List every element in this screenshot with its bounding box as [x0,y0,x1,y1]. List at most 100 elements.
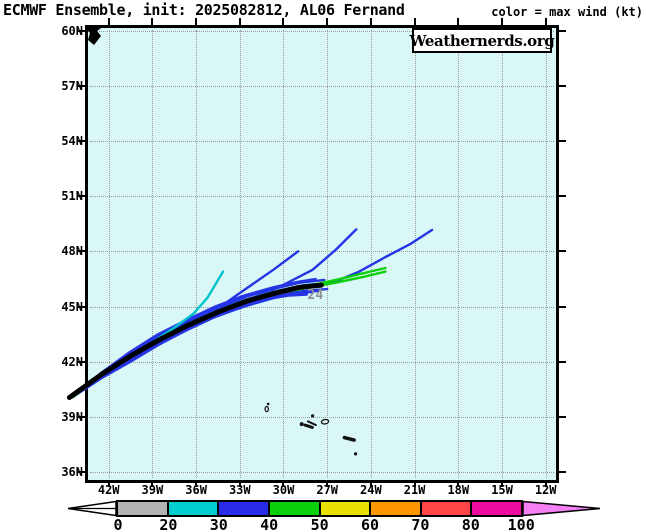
colorbar-tick-label: 30 [209,516,228,532]
colorbar-tick-label: 100 [507,516,535,532]
gridline-latitude [90,31,554,32]
lon-tick-top [282,18,285,25]
lon-tick-top [369,18,372,25]
gridline-longitude [370,30,372,478]
colorbar-caption: color = max wind (kt) [491,5,643,19]
lat-tick-right [559,140,566,143]
lat-tick-right [559,195,566,198]
gridline-latitude [90,196,554,198]
lat-tick-label: 42N [61,354,83,369]
colorbar-segment [269,502,321,515]
lon-tick-bottom [369,480,372,487]
colorbar-segment [168,502,220,515]
lon-tick-bottom [500,480,503,487]
lon-tick-top [107,18,110,25]
lon-tick-bottom [238,480,241,487]
lat-tick-left [78,140,85,143]
lat-tick-label: 60N [61,24,83,38]
lon-tick-label: 30W [272,483,295,497]
colorbar-tick-label: 40 [260,516,279,532]
colorbar-under-arrow [67,500,117,517]
lat-tick-left [78,470,85,473]
lon-tick-top [238,18,241,25]
lon-tick-top [413,18,416,25]
gridline-latitude [90,251,554,253]
gridline-latitude [90,471,554,473]
lon-tick-bottom [282,480,285,487]
gridline-longitude [152,30,154,478]
lon-tick-label: 39W [141,483,164,497]
chart-title: ECMWF Ensemble, init: 2025082812, AL06 F… [3,1,405,19]
colorbar-segment [118,502,169,515]
gridline-longitude [196,30,198,478]
colorbar-tick-label: 50 [310,516,329,532]
lat-tick-right [559,470,566,473]
lon-tick-label: 36W [185,483,207,497]
colorbar-tick-label: 0 [113,516,123,532]
lat-tick-label: 51N [61,189,83,204]
gridline-longitude [545,30,547,478]
colorbar-tick-label: 70 [411,516,430,532]
lon-tick-bottom [151,480,154,487]
gridline-longitude [283,30,285,478]
lat-tick-right [559,250,566,253]
colorbar-segment [371,502,422,515]
watermark-box: Weathernerds.org [410,28,555,53]
lon-tick-bottom [544,480,547,487]
lon-tick-bottom [195,480,198,487]
lat-tick-right [559,85,566,88]
gridline-longitude [327,30,329,478]
lon-tick-label: 33W [228,483,251,497]
lat-tick-left [78,30,85,32]
lon-tick-top [151,18,154,25]
lat-tick-left [78,85,85,88]
gridline-longitude [108,30,110,478]
colorbar-segment [219,502,270,515]
lat-tick-right [559,305,566,308]
gridline-latitude [90,141,554,143]
lon-tick-top [326,18,329,25]
lon-tick-label: 42W [97,483,120,497]
lon-tick-label: 27W [316,483,339,497]
lon-tick-top [500,18,503,25]
lat-tick-right [559,360,566,363]
colorbar-tick-label: 20 [159,516,178,532]
lat-tick-right [559,415,566,418]
lat-tick-right [559,30,566,32]
colorbar-segment [421,502,473,515]
map-area [85,25,559,483]
gridline-latitude [90,416,554,418]
colorbar-tick-label: 80 [461,516,480,532]
lon-tick-top [544,18,547,25]
lon-tick-bottom [457,480,460,487]
lat-tick-label: 54N [61,134,83,149]
lon-tick-label: 12W [534,483,557,497]
lon-tick-label: 15W [491,483,513,497]
colorbar-segment [320,502,372,515]
lon-tick-bottom [107,480,110,487]
lat-tick-label: 45N [61,299,83,314]
colorbar-over-arrow [522,500,601,517]
lon-tick-top [457,18,460,25]
lon-tick-label: 18W [447,483,470,497]
lat-tick-label: 57N [61,79,83,94]
lon-tick-label: 24W [360,483,382,497]
lon-tick-bottom [326,480,329,487]
gridline-latitude [90,306,554,308]
lon-tick-top [195,18,198,25]
gridline-longitude [501,30,503,478]
lat-tick-left [78,195,85,198]
lat-tick-label: 39N [61,409,83,424]
lon-tick-label: 21W [403,483,426,497]
lat-tick-label: 48N [61,244,83,259]
gridline-longitude [239,30,241,478]
lat-tick-left [78,415,85,418]
lon-tick-bottom [413,480,416,487]
gridline-longitude [458,30,460,478]
colorbar-tick-label: 60 [360,516,380,532]
wind-colorbar [116,500,523,517]
colorbar-segment [472,502,521,515]
gridline-latitude [90,361,554,363]
gridline-longitude [414,30,416,478]
